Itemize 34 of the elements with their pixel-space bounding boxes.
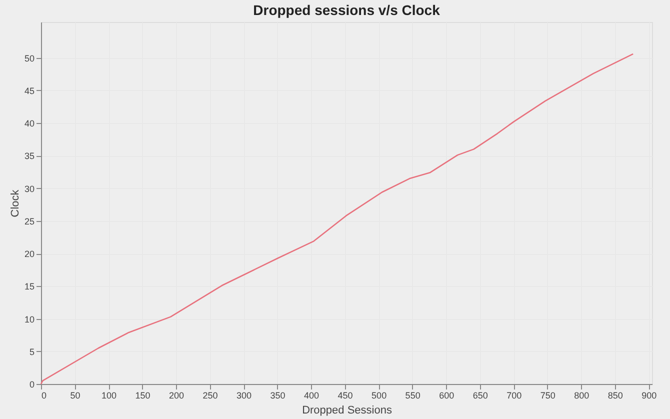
y-tick-label: 20 (24, 249, 34, 260)
y-tick-label: 50 (24, 53, 34, 64)
y-tick-label: 30 (24, 184, 34, 194)
x-tick-label: 800 (574, 390, 590, 400)
x-tick-label: 900 (642, 390, 657, 400)
y-tick-label: 5 (29, 346, 34, 357)
y-tick-label: 40 (24, 118, 34, 129)
chart-title: Dropped sessions v/s Clock (253, 2, 440, 18)
x-tick-label: 600 (439, 390, 454, 400)
x-tick-label: 550 (405, 390, 420, 400)
x-tick-label: 750 (540, 390, 556, 400)
y-tick-label: 35 (24, 151, 34, 162)
y-tick-label: 10 (24, 314, 34, 324)
x-tick-label: 250 (202, 390, 218, 400)
line-series (40, 53, 634, 385)
y-tick-label: 25 (24, 216, 34, 226)
x-tick-label: 650 (472, 390, 488, 400)
x-tick-label: 350 (270, 390, 286, 400)
x-tick-label: 400 (304, 390, 320, 400)
x-tick-label: 0 (42, 390, 47, 400)
x-tick-label: 700 (506, 390, 522, 400)
x-axis-title: Dropped Sessions (302, 404, 392, 416)
x-tick-label: 200 (169, 390, 184, 400)
x-tick-label: 50 (70, 390, 80, 400)
x-tick-label: 150 (135, 390, 150, 400)
x-tick-label: 500 (372, 390, 387, 400)
x-tick-label: 100 (102, 390, 117, 400)
y-tick-label: 0 (29, 380, 34, 390)
x-tick-label: 850 (608, 390, 623, 400)
y-tick-label: 15 (24, 282, 34, 292)
x-tick-label: 450 (338, 390, 353, 400)
y-axis-title: Clock (9, 189, 22, 218)
y-tick-label: 45 (24, 86, 34, 96)
x-tick-label: 300 (236, 390, 252, 400)
